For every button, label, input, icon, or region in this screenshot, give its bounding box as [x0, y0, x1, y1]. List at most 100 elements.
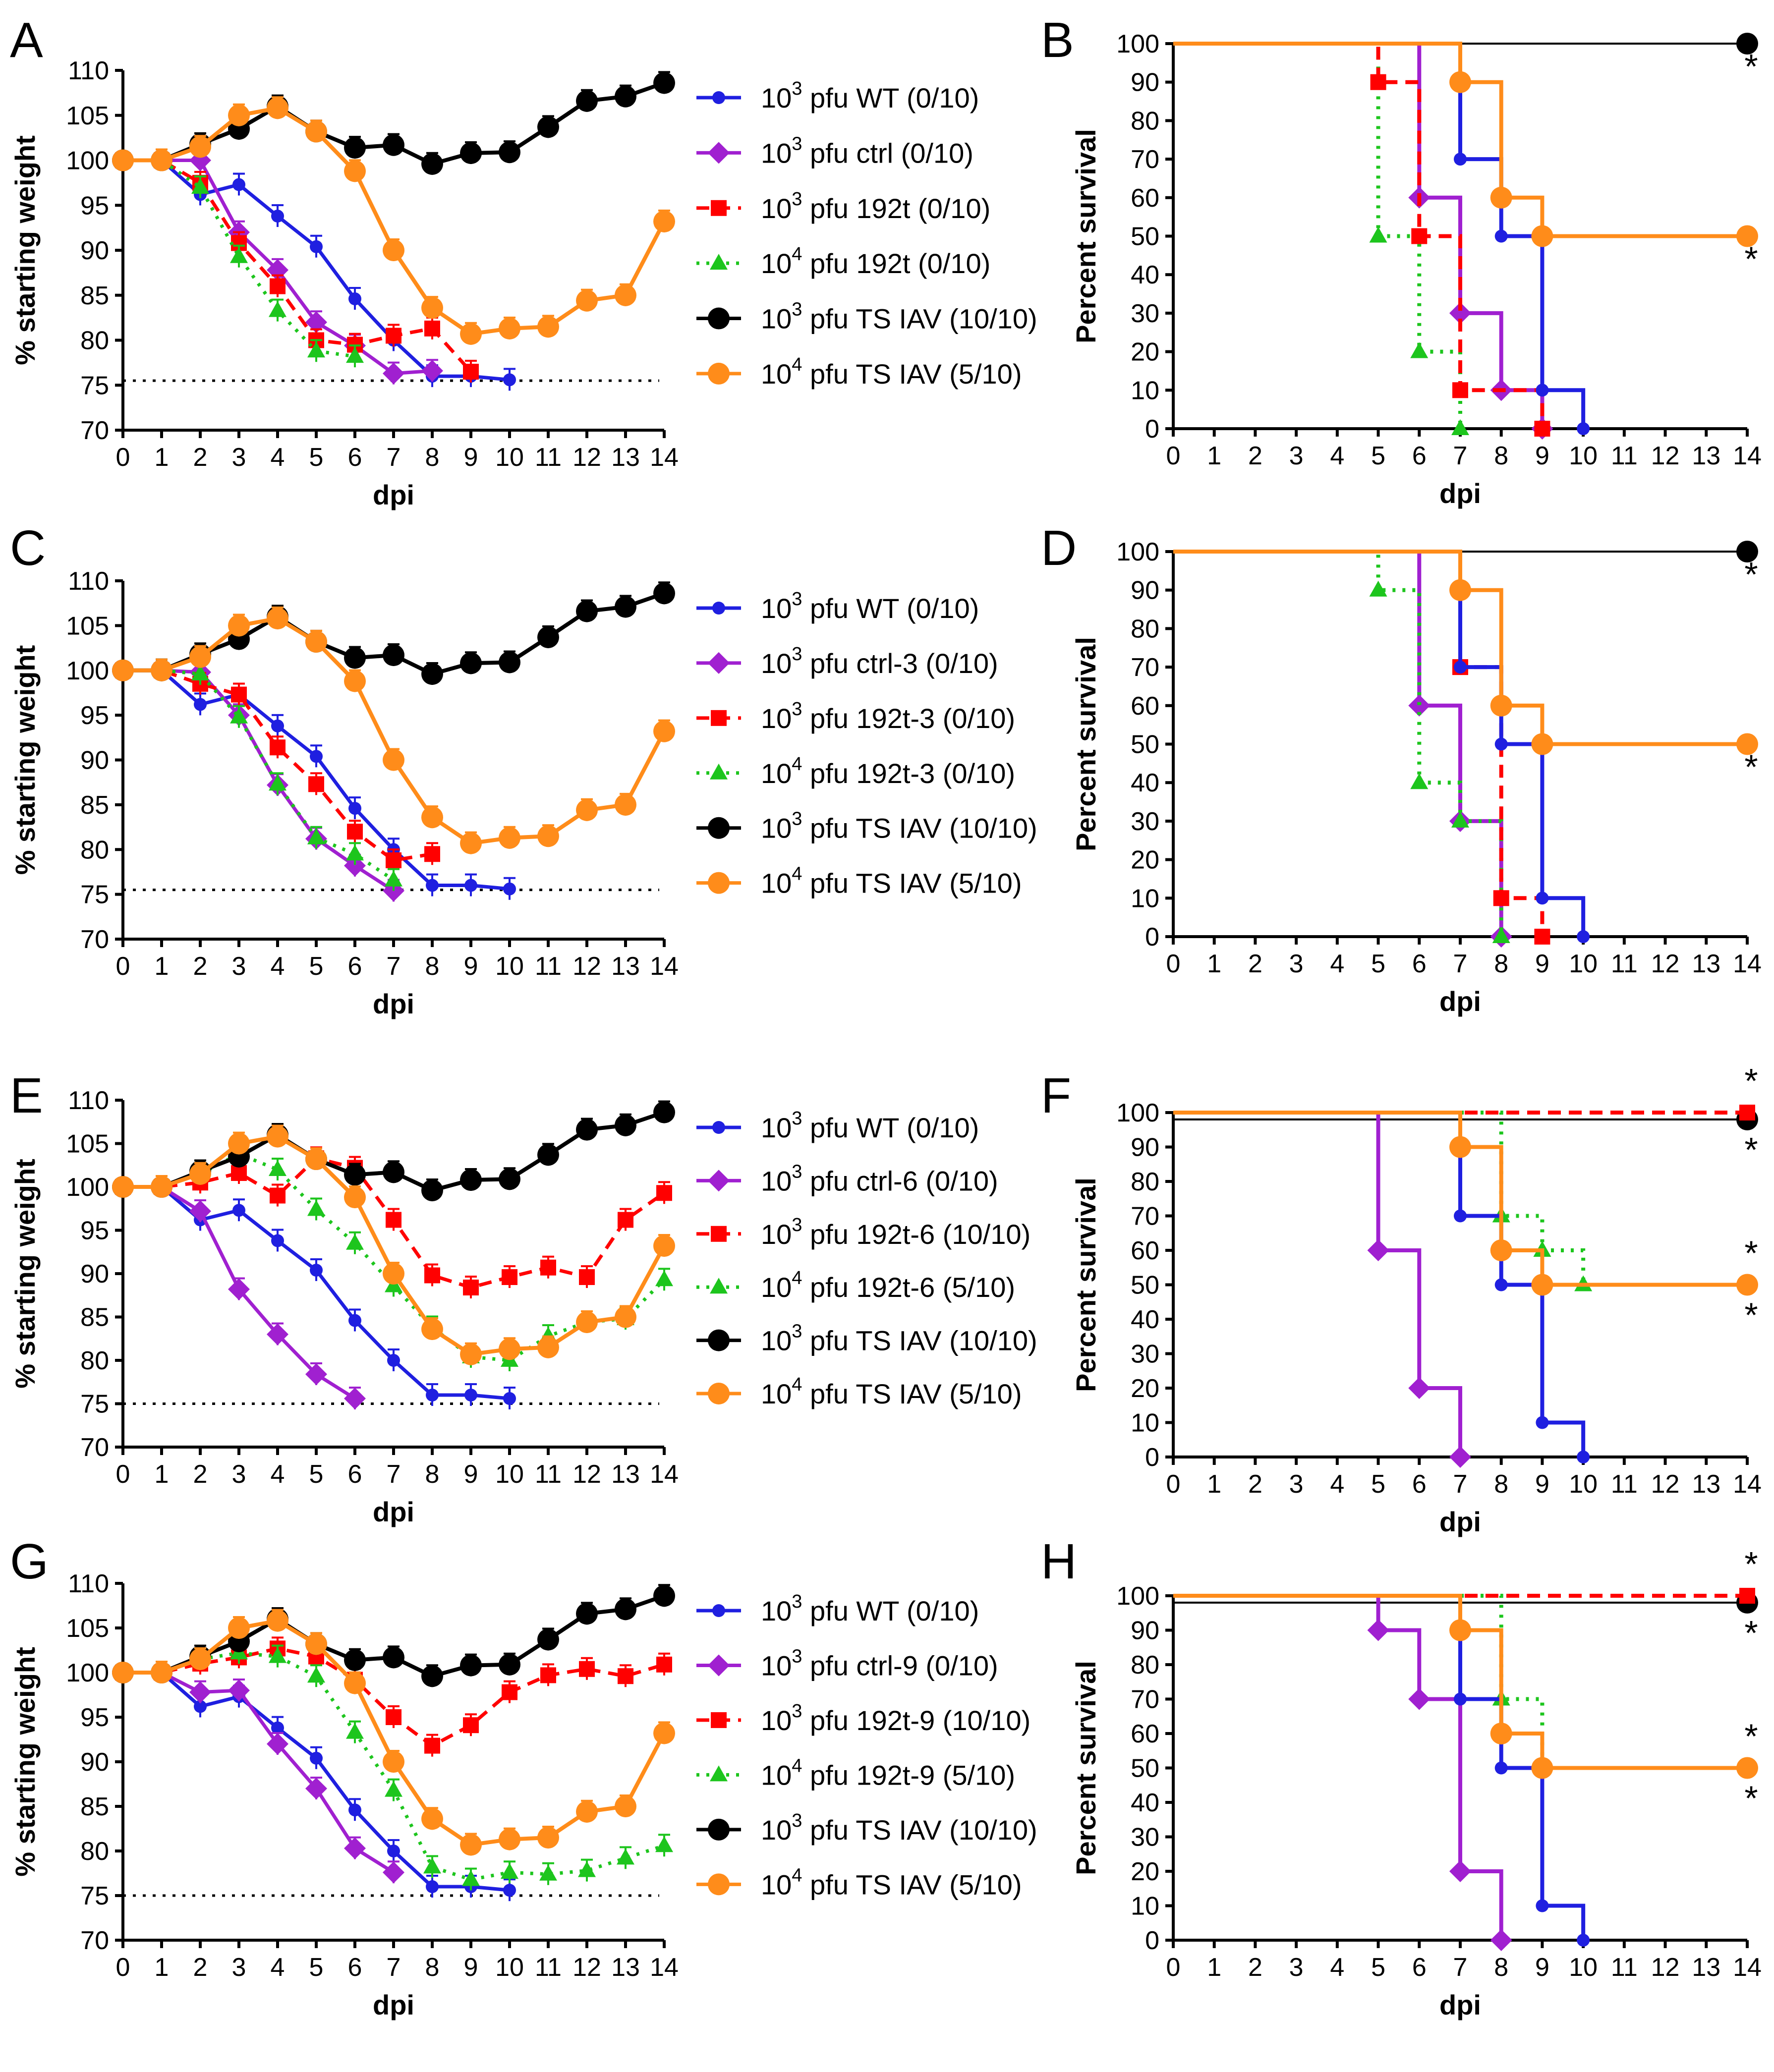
y-tick-label: 60	[1131, 1720, 1159, 1748]
data-point	[463, 364, 479, 380]
data-point	[421, 1808, 443, 1830]
x-tick-label: 7	[387, 952, 401, 981]
x-tick-label: 12	[572, 1953, 601, 1982]
panel-letter: H	[1041, 1534, 1077, 1589]
data-point	[576, 1800, 598, 1823]
legend-label: 103 pfu WT (0/10)	[761, 1108, 979, 1143]
data-point	[310, 1751, 323, 1765]
survival-point	[1736, 1757, 1758, 1779]
x-tick-label: 7	[1453, 950, 1468, 978]
x-tick-label: 7	[1453, 1953, 1468, 1982]
data-point	[421, 1318, 443, 1340]
x-tick-label: 12	[1651, 950, 1680, 978]
x-tick-label: 5	[1371, 1953, 1385, 1982]
x-tick-label: 3	[232, 952, 246, 981]
y-tick-label: 50	[1131, 223, 1159, 251]
survival-point	[1531, 1274, 1553, 1296]
data-point	[387, 1845, 400, 1857]
data-point	[346, 844, 364, 861]
legend-marker	[708, 362, 730, 385]
x-axis-title: dpi	[1439, 1989, 1481, 2020]
y-tick-label: 60	[1131, 692, 1159, 721]
data-point	[267, 1733, 288, 1755]
y-tick-label: 95	[80, 701, 109, 730]
data-point	[656, 1656, 672, 1673]
data-point	[267, 1125, 288, 1148]
survival-point	[1490, 1239, 1512, 1261]
data-point	[540, 1667, 556, 1683]
y-tick-label: 10	[1131, 884, 1159, 913]
series-t3	[1173, 42, 1550, 437]
x-tick-label: 1	[1207, 1470, 1221, 1499]
legend-label: 103 pfu ctrl-3 (0/10)	[761, 644, 998, 679]
x-tick-label: 0	[1166, 442, 1181, 470]
x-tick-label: 12	[1651, 442, 1680, 470]
data-point	[423, 1857, 441, 1874]
data-point	[383, 1646, 404, 1669]
survival-point	[1451, 419, 1469, 435]
series-TS4	[1173, 1111, 1758, 1296]
data-point	[499, 651, 520, 673]
y-axis-title: % starting weight	[9, 1647, 41, 1877]
data-point	[305, 1363, 327, 1385]
y-tick-label: 70	[80, 1926, 109, 1955]
data-point	[653, 720, 675, 742]
data-point	[579, 1269, 595, 1285]
x-tick-label: 2	[193, 443, 208, 472]
legend-marker	[711, 200, 727, 216]
y-tick-label: 50	[1131, 1754, 1159, 1783]
data-point	[267, 97, 288, 119]
series-TS4	[112, 1609, 675, 1856]
data-point	[383, 644, 404, 667]
legend-label: 104 pfu 192t-6 (5/10)	[761, 1268, 1015, 1303]
legend-marker	[708, 652, 730, 674]
data-point	[499, 1828, 520, 1850]
data-point	[537, 116, 559, 138]
survival-step-line	[1173, 550, 1503, 937]
legend-label: 103 pfu 192t-9 (10/10)	[761, 1701, 1030, 1736]
survival-step-line	[1173, 1111, 1462, 1457]
x-tick-label: 4	[1330, 1953, 1344, 1982]
legend-label: 103 pfu WT (0/10)	[761, 1591, 979, 1626]
y-tick-label: 110	[68, 1569, 109, 1598]
x-tick-label: 3	[1289, 442, 1304, 470]
data-point	[615, 85, 636, 108]
data-point	[615, 596, 636, 618]
survival-point	[1370, 74, 1386, 90]
survival-point	[1534, 421, 1550, 437]
data-point	[424, 846, 440, 862]
legend-label: 103 pfu TS IAV (10/10)	[761, 1810, 1037, 1846]
survival-point	[1369, 226, 1387, 243]
survival-point	[1490, 694, 1512, 717]
data-point	[383, 1263, 404, 1285]
legend-marker	[708, 1654, 730, 1677]
survival-step-line	[1173, 1594, 1503, 1940]
y-tick-label: 40	[1131, 261, 1159, 289]
data-point	[578, 1861, 596, 1877]
x-tick-label: 10	[495, 443, 524, 472]
x-tick-label: 3	[232, 1460, 246, 1489]
legend-marker	[708, 817, 730, 839]
data-point	[383, 362, 404, 385]
y-tick-label: 80	[1131, 107, 1159, 135]
series-TS4	[1173, 1594, 1758, 1779]
legend-marker	[710, 1765, 728, 1782]
data-point	[271, 1234, 284, 1247]
survival-point	[1408, 1377, 1431, 1399]
data-point	[270, 1187, 286, 1204]
panel-letter: A	[10, 12, 43, 68]
data-point	[270, 739, 286, 756]
data-point	[151, 1662, 172, 1683]
legend-marker	[708, 1818, 730, 1841]
y-tick-label: 0	[1145, 415, 1159, 444]
data-point	[499, 141, 520, 164]
y-tick-label: 60	[1131, 1236, 1159, 1265]
survival-point	[1449, 302, 1471, 324]
y-axis-title: Percent survival	[1070, 1177, 1101, 1392]
x-axis-title: dpi	[1439, 986, 1481, 1017]
data-point	[653, 210, 675, 232]
x-tick-label: 0	[116, 1953, 130, 1982]
data-point	[460, 1834, 482, 1856]
data-point	[151, 149, 172, 171]
